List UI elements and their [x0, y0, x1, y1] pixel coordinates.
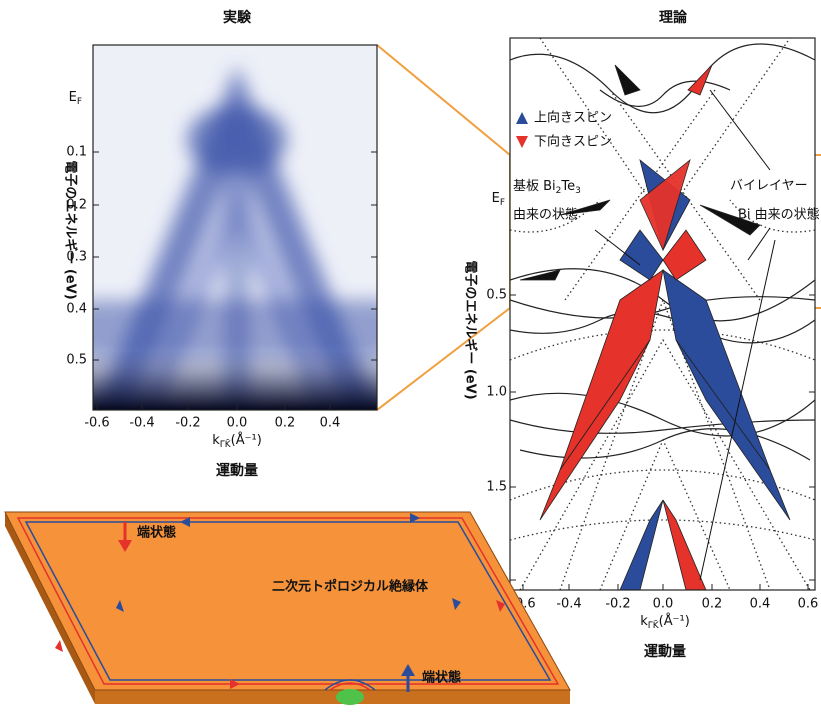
ann-sub: 3	[575, 186, 581, 196]
y-axis-label: 電子のエネルギー (eV)	[63, 160, 79, 299]
annotation: Bi 由来の状態	[738, 208, 820, 223]
ef-label: EF	[492, 191, 505, 208]
panel-title: 実験	[223, 9, 252, 26]
x-tick-label: 0.0	[653, 597, 674, 612]
x-axis-label: kΓ̄K̄(Å⁻¹)	[212, 432, 262, 450]
x-tick-label: -0.4	[129, 416, 154, 431]
y-tick-label: 0.1	[66, 145, 87, 160]
insulator-slab	[5, 512, 570, 705]
ann-part: 基板 Bi	[513, 179, 556, 194]
x-tick-label: 0.4	[320, 416, 341, 431]
polygon-shape	[5, 512, 570, 690]
polygon-shape	[95, 690, 570, 704]
x-tick-label: -0.2	[175, 416, 200, 431]
k-unit: (Å⁻¹)	[231, 432, 262, 448]
legend-label: 下向きスピン	[534, 134, 612, 150]
y-tick-label: 0.5	[486, 288, 507, 303]
y-tick-label: 0.5	[66, 353, 87, 368]
edge-state-label: 端状態	[422, 670, 461, 686]
k-unit: (Å⁻¹)	[659, 613, 690, 629]
panel-title: 理論	[659, 9, 688, 26]
annotation: 基板 Bi2Te3	[513, 179, 581, 196]
edge-state-label: 端状態	[137, 525, 176, 541]
ann-part: Te	[560, 179, 575, 194]
ef-label: EF	[69, 90, 82, 107]
polygon-shape	[55, 640, 63, 652]
ellipse-shape	[187, 105, 287, 175]
x-axis-label: kΓ̄K̄(Å⁻¹)	[640, 613, 690, 631]
ef-sub: F	[500, 198, 505, 208]
y-tick-label: 1.0	[486, 385, 507, 400]
y-axis-label: 電子のエネルギー (eV)	[463, 260, 479, 399]
ef-sub: F	[77, 97, 82, 107]
figure: 実験 EF 0.10.20.30.40.5 -0.6-0.4-0.20.00.2…	[0, 0, 821, 708]
x-tick-label: -0.6	[84, 416, 109, 431]
annotation: バイレイヤー	[730, 179, 808, 194]
line-shape	[377, 45, 510, 155]
rect-shape	[93, 350, 377, 410]
ellipse-shape	[336, 689, 364, 705]
x-tick-label: 0.0	[227, 416, 248, 431]
annotation: 由来の状態	[513, 208, 578, 223]
ef-main: E	[69, 90, 77, 105]
x-tick-label: 0.2	[702, 597, 723, 612]
x-tick-label: -0.4	[556, 597, 581, 612]
x-axis-title: 運動量	[216, 462, 258, 479]
x-tick-label: 0.2	[275, 416, 296, 431]
legend-label: 上向きスピン	[534, 110, 612, 126]
y-tick-label: 0.4	[66, 302, 87, 317]
x-tick-label: 0.4	[750, 597, 771, 612]
arpes-image	[93, 45, 377, 430]
x-tick-label: 0.6	[798, 597, 819, 612]
y-tick-label: 1.5	[486, 480, 507, 495]
x-tick-label: -0.2	[605, 597, 630, 612]
ef-main: E	[492, 191, 500, 206]
slab-label: 二次元トポロジカル絶縁体	[272, 579, 429, 595]
x-axis-title: 運動量	[644, 643, 686, 660]
